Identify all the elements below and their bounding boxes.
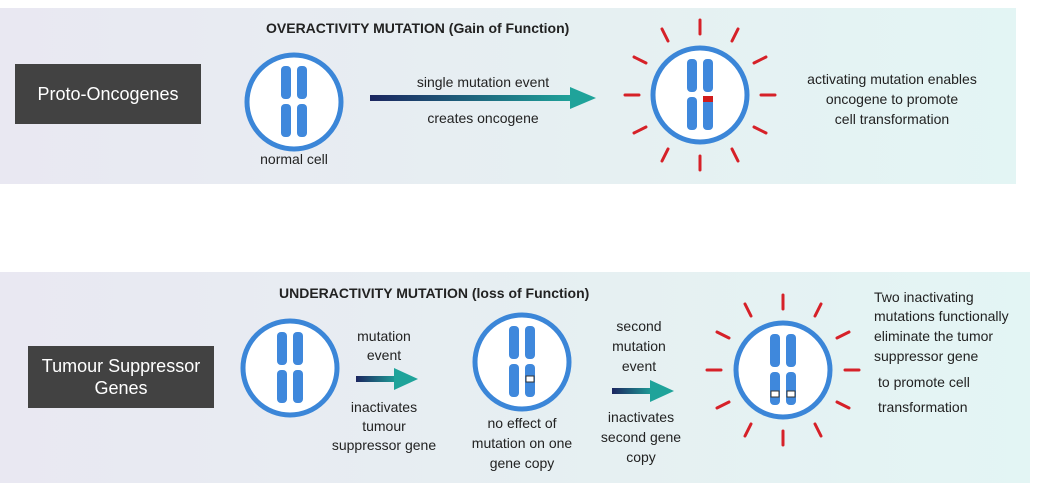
normal-cell-icon: [244, 52, 344, 152]
double-hit-cell-icon: [705, 293, 861, 447]
arrow1-label-below-line-1: inactivates: [350, 399, 418, 415]
arrow1-label-below-line-2: tumour: [362, 418, 406, 434]
normal-cell-caption: normal cell: [260, 151, 328, 167]
proto-oncogenes-label: Proto-Oncogenes: [15, 64, 201, 124]
arrow1-label-above-line-1: mutation: [357, 328, 411, 344]
arrow1-label-below-line-3: suppressor gene: [331, 437, 437, 453]
underactivity-heading: UNDERACTIVITY MUTATION (loss of Function…: [279, 285, 590, 301]
arrow2-label-below-line-3: copy: [626, 449, 656, 465]
burst-rays-icon: [623, 18, 777, 172]
arrow2-label-below-line-1: inactivates: [607, 409, 675, 425]
arrow-first-mutation: [356, 368, 418, 390]
tumour-suppressor-label-line-1: Tumour Suppressor: [41, 356, 201, 376]
burst-rays-bottom-icon: [705, 293, 861, 447]
middle-caption-line-3: gene copy: [489, 455, 555, 471]
tumour-suppressor-label-line-2: Genes: [94, 378, 148, 398]
arrow-label-above: single mutation event: [416, 74, 550, 90]
arrow2-label-above-line-1: second: [616, 318, 662, 334]
normal-cell-bottom-icon: [240, 318, 340, 418]
oncogene-result-line-1: activating mutation enables: [807, 71, 977, 87]
middle-caption-line-2: mutation on one: [471, 435, 573, 451]
suppressor-result-line-1: Two inactivating: [874, 289, 974, 305]
suppressor-result-line-2: mutations functionally: [874, 308, 1009, 324]
arrow2-label-above-line-3: event: [621, 358, 657, 374]
suppressor-result-line-3: eliminate the tumor: [874, 328, 994, 344]
arrow2-label-below-line-2: second gene: [600, 429, 682, 445]
overactivity-heading: OVERACTIVITY MUTATION (Gain of Function): [266, 20, 570, 36]
arrow-single-mutation: [370, 87, 596, 109]
oncogene-cell-icon: [623, 18, 777, 172]
arrow1-label-above-line-2: event: [366, 347, 402, 363]
suppressor-result-line-6: transformation: [878, 399, 968, 415]
suppressor-result-line-4: suppressor gene: [874, 348, 979, 364]
tumour-suppressor-label: Tumour Suppressor Genes: [28, 346, 214, 408]
arrow-label-below: creates oncogene: [427, 110, 539, 126]
oncogene-result-line-3: cell transformation: [834, 111, 950, 127]
suppressor-result-line-5: to promote cell: [878, 374, 970, 390]
oncogene-result-line-2: oncogene to promote: [825, 91, 959, 107]
arrow-second-mutation: [612, 380, 674, 402]
middle-caption-line-1: no effect of: [487, 415, 557, 431]
arrow2-label-above-line-2: mutation: [612, 338, 666, 354]
single-hit-cell-icon: [472, 312, 572, 412]
